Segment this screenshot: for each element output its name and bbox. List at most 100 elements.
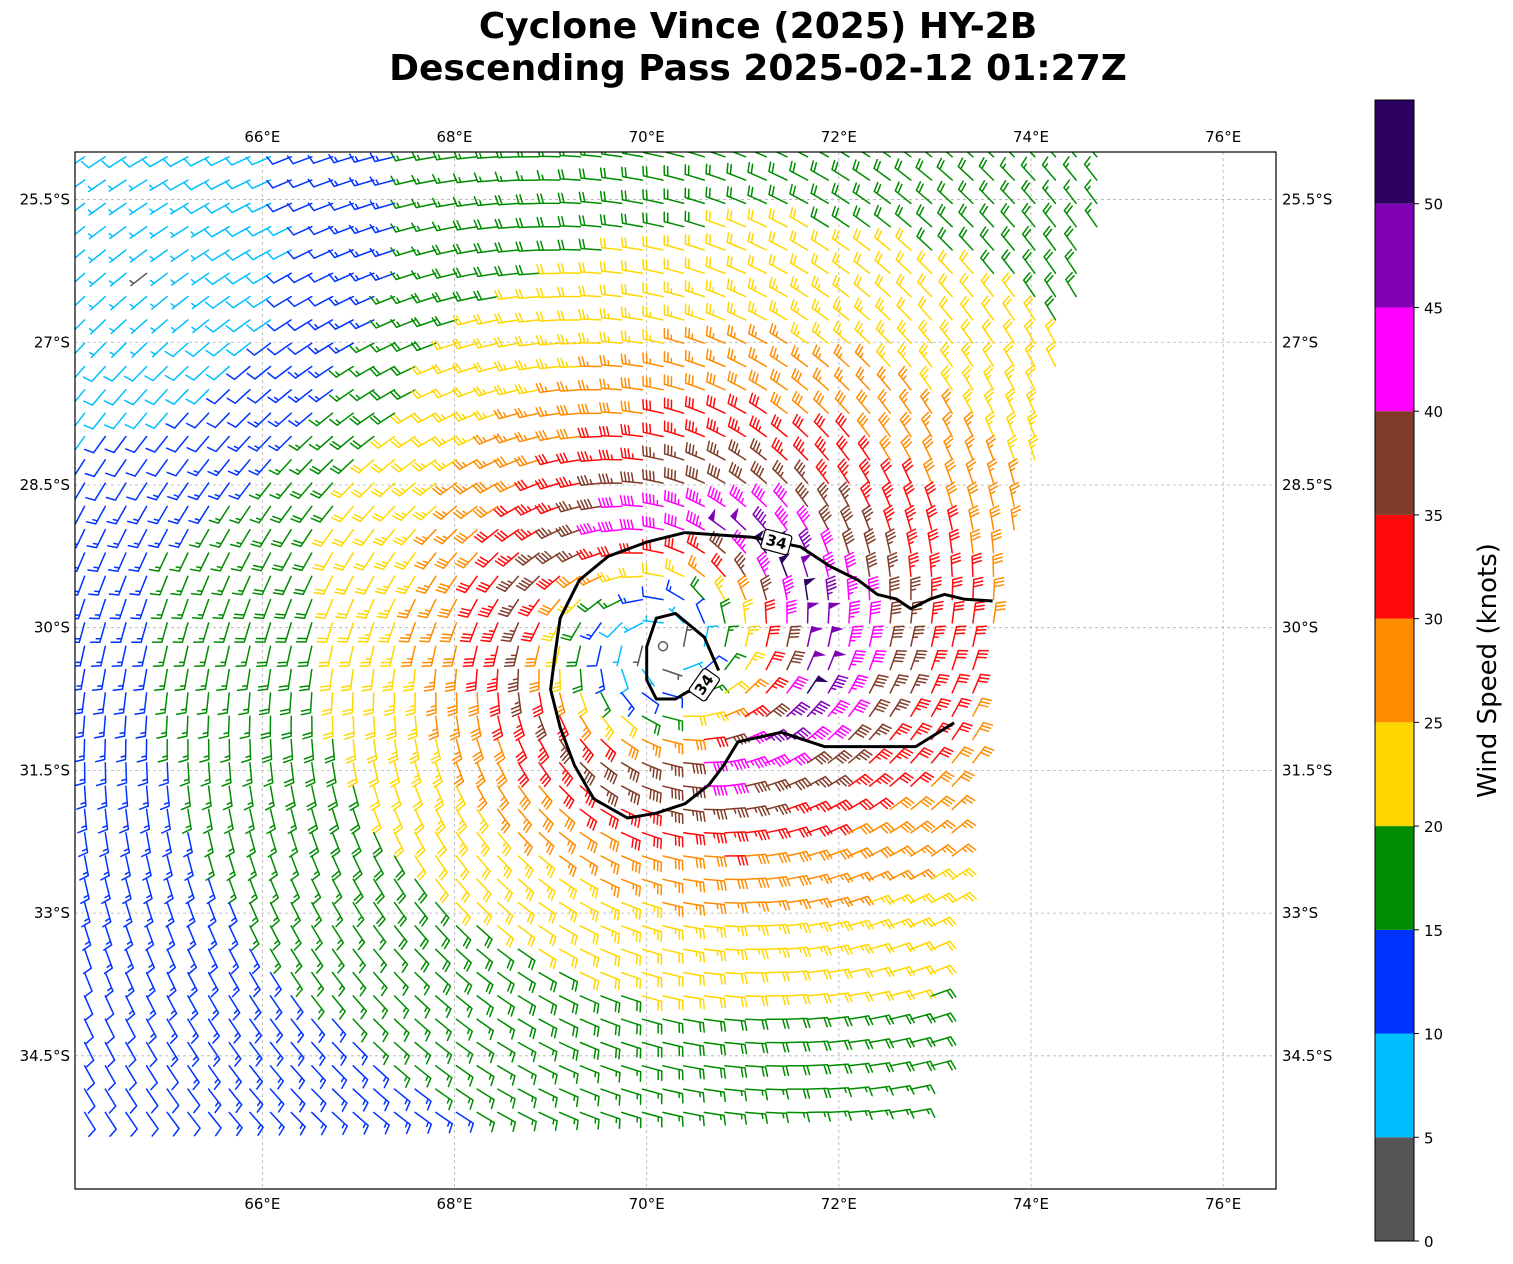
wind-barb — [149, 179, 168, 192]
wind-barb — [103, 925, 113, 951]
wind-barb — [472, 434, 499, 445]
wind-barb — [269, 925, 281, 951]
wind-barb — [641, 971, 663, 989]
wind-barb — [515, 241, 540, 252]
wind-barb — [827, 674, 849, 694]
wind-barb — [930, 1059, 957, 1071]
wind-barb — [641, 515, 664, 531]
wind-barb — [684, 326, 706, 344]
wind-barb — [411, 198, 437, 209]
wind-barb — [942, 411, 953, 438]
wind-barb — [204, 831, 214, 858]
wind-barb — [896, 319, 912, 344]
wind-barb — [393, 1111, 412, 1135]
wind-barb — [249, 1041, 263, 1067]
wind-barb-flag — [812, 650, 827, 658]
wind-barb — [578, 332, 602, 344]
wind-barb — [555, 550, 582, 563]
wind-barb — [619, 668, 629, 695]
wind-barb — [641, 738, 662, 758]
wind-barb — [207, 1111, 222, 1137]
wind-barb — [951, 843, 977, 857]
wind-barb — [125, 459, 148, 477]
wind-barb — [703, 1041, 727, 1056]
wind-barb — [917, 273, 933, 298]
wind-barb — [642, 422, 664, 438]
wind-barb — [841, 528, 855, 554]
wind-barb — [534, 502, 561, 515]
wind-barb — [557, 169, 582, 181]
wind-barb — [129, 249, 148, 263]
wind-barb — [435, 855, 448, 881]
wind-barb — [579, 1041, 600, 1061]
lat-tick-label-right: 34.5°S — [1282, 1047, 1332, 1065]
wind-barb — [319, 668, 334, 692]
wind-barb — [288, 435, 313, 451]
wind-barb — [600, 1018, 621, 1037]
wind-barb — [186, 459, 210, 477]
wind-barb — [497, 925, 515, 948]
wind-barb — [279, 692, 292, 716]
wind-barb — [682, 738, 707, 751]
wind-barb — [958, 203, 974, 228]
colorbar-bin — [1375, 100, 1414, 204]
wind-barb — [455, 995, 473, 1018]
wind-barb — [791, 390, 809, 414]
wind-barb — [452, 505, 478, 520]
wind-barb — [899, 411, 912, 438]
wind-barb — [423, 668, 437, 692]
wind-barb — [529, 668, 540, 693]
wind-barb — [123, 365, 148, 382]
wind-barb — [641, 855, 663, 873]
wind-barb-flag — [804, 577, 816, 587]
wind-barb — [868, 723, 892, 741]
wind-barb — [227, 435, 251, 452]
wind-barb — [789, 207, 809, 228]
wind-barb — [477, 598, 499, 618]
wind-barb — [620, 283, 644, 298]
wind-barb — [87, 179, 107, 193]
wind-barb — [789, 276, 809, 298]
wind-barb — [554, 692, 566, 718]
wind-barb — [868, 698, 891, 717]
wind-barb — [141, 831, 151, 858]
wind-barb — [538, 1111, 558, 1131]
wind-barb — [455, 785, 466, 812]
wind-barb — [852, 228, 871, 251]
wind-barb — [206, 878, 216, 905]
colorbar-bin — [1375, 929, 1414, 1034]
wind-barb — [724, 807, 749, 818]
wind-barb — [599, 284, 623, 298]
wind-barb — [266, 295, 292, 308]
wind-barb — [369, 785, 381, 811]
wind-barb — [744, 924, 769, 936]
wind-barb — [287, 295, 313, 308]
contour-level-label: 34 — [760, 528, 793, 556]
wind-barb — [214, 645, 230, 667]
wind-barb — [290, 878, 301, 905]
wind-barb — [806, 700, 831, 717]
colorbar-tick-label: 10 — [1424, 1026, 1443, 1044]
wind-barb — [558, 971, 579, 992]
wind-barb — [806, 800, 833, 813]
wind-barb — [831, 159, 850, 181]
wind-barb — [1023, 295, 1036, 321]
wind-barb — [187, 1065, 200, 1091]
wind-barb — [881, 481, 894, 508]
wind-barb — [538, 878, 556, 901]
wind-barb — [272, 575, 292, 596]
lat-tick-label-right: 31.5°S — [1282, 761, 1332, 779]
wind-barb — [827, 1015, 853, 1027]
wind-barb — [104, 412, 127, 430]
wind-barb — [806, 1111, 832, 1122]
wind-barb — [972, 673, 991, 694]
wind-barb — [493, 433, 520, 444]
wind-barb — [117, 785, 129, 810]
wind-barb — [868, 600, 882, 624]
wind-barb — [910, 722, 933, 741]
wind-barb — [879, 435, 891, 461]
wind-barb — [882, 152, 891, 158]
wind-barb — [752, 506, 768, 531]
axis-tick-labels: 66°E66°E68°E68°E70°E70°E72°E72°E74°E74°E… — [20, 128, 1333, 1213]
wind-barb — [414, 855, 427, 881]
